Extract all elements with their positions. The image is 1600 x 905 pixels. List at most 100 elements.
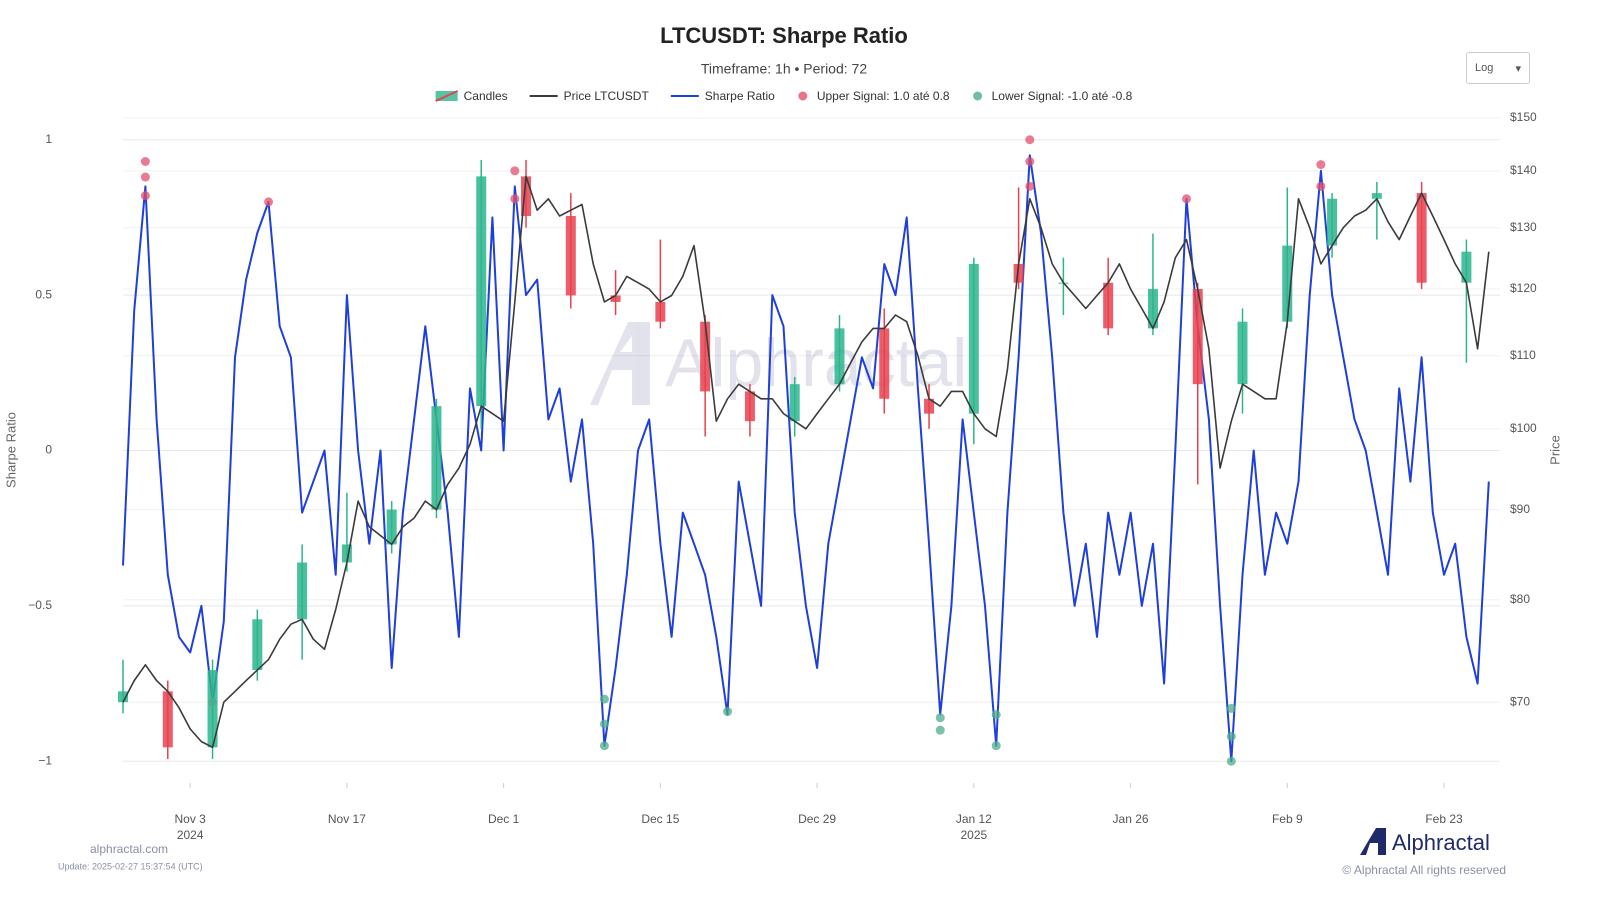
candle-body (297, 562, 308, 620)
legend-label: Lower Signal: -1.0 até -0.8 (992, 89, 1133, 103)
signal-point (1182, 194, 1192, 204)
y2-tick-label: $90 (1510, 502, 1530, 516)
candle-body (655, 301, 666, 322)
y2-tick-label: $110 (1510, 348, 1536, 362)
candle-body (610, 295, 621, 302)
site-link: alphractal.com (90, 842, 168, 856)
legend-icon (435, 90, 459, 102)
signal-point (1316, 160, 1326, 170)
y-tick-label: 0.5 (35, 287, 52, 301)
candle-body (744, 391, 755, 422)
signal-point (510, 166, 520, 176)
candle-body (968, 263, 979, 414)
signal-point (1316, 181, 1326, 191)
y-tick-label: −1 (38, 753, 52, 767)
candle-body (1282, 245, 1293, 322)
y-axis-title: Sharpe Ratio (3, 412, 18, 488)
x-tick-label: Feb 9 (1272, 812, 1303, 826)
chart-subtitle: Timeframe: 1h • Period: 72 (701, 61, 867, 77)
legend-label: Upper Signal: 1.0 até 0.8 (817, 89, 950, 103)
dropdown-arrow: ▾ (1515, 62, 1521, 75)
y2-tick-label: $130 (1510, 220, 1537, 234)
signal-point (264, 197, 274, 207)
candle-body (162, 691, 173, 748)
legend-item: Sharpe Ratio (670, 89, 775, 103)
signal-point (1025, 157, 1035, 167)
watermark-logo (590, 322, 650, 405)
candle-body (1327, 198, 1338, 246)
x-tick-label: Feb 23 (1425, 812, 1463, 826)
candle-body (1237, 321, 1248, 385)
signal-point (599, 741, 609, 751)
signal-point (1226, 703, 1236, 713)
candle-body (924, 398, 935, 414)
signal-point (1226, 756, 1236, 766)
legend-label: Candles (464, 89, 508, 103)
signal-point (1025, 181, 1035, 191)
candle-body (207, 670, 218, 748)
candle-body (1013, 263, 1024, 283)
signal-point (1226, 731, 1236, 741)
signal-point (991, 741, 1001, 751)
candle-body (386, 509, 397, 545)
candle-body (1192, 289, 1203, 385)
legend-item: Upper Signal: 1.0 até 0.8 (798, 89, 950, 103)
scale-label: Log (1475, 62, 1494, 74)
x-tick-label: Nov 3 2024 (174, 812, 206, 842)
signal-point (140, 157, 150, 167)
y2-tick-label: $80 (1510, 592, 1530, 606)
x-tick-label: Dec 29 (798, 812, 836, 826)
x-tick-label: Jan 12 2025 (956, 812, 992, 842)
candle-body (1416, 193, 1427, 283)
signal-point (1025, 135, 1035, 145)
candle-body (431, 406, 442, 510)
candle-body (1147, 289, 1158, 329)
legend-icon (973, 91, 983, 101)
candle-body (118, 691, 128, 703)
signal-point (991, 710, 1001, 720)
y2-tick-label: $100 (1510, 421, 1537, 435)
y2-tick-label: $140 (1510, 163, 1537, 177)
copyright: © Alphractal All rights reserved (1342, 863, 1506, 877)
candle-body (565, 215, 576, 296)
scale-dropdown[interactable]: Log ▾ (1466, 52, 1530, 84)
series-line (122, 154, 1490, 763)
y-tick-label: 0 (45, 443, 52, 457)
signal-point (140, 172, 150, 182)
y2-tick-label: $150 (1510, 110, 1537, 124)
signal-point (510, 194, 520, 204)
candle-body (476, 176, 487, 407)
legend-label: Sharpe Ratio (705, 89, 775, 103)
brand-name: Alphractal (1392, 830, 1490, 855)
x-tick-label: Dec 1 (488, 812, 520, 826)
signal-point (599, 719, 609, 729)
candle-body (252, 619, 263, 671)
signal-point (140, 191, 150, 201)
legend-item: Candles (435, 89, 508, 103)
y-tick-label: 1 (45, 132, 52, 146)
legend-item: Lower Signal: -1.0 até -0.8 (973, 89, 1133, 103)
update-time: Update: 2025-02-27 15:37:54 (UTC) (58, 861, 203, 871)
candle-body (1461, 251, 1472, 283)
signal-point (208, 697, 218, 707)
legend-label: Price LTCUSDT (564, 89, 650, 103)
x-tick-label: Nov 17 (328, 812, 366, 826)
candle-body (341, 544, 352, 563)
grid (123, 117, 1500, 762)
y2-tick-label: $70 (1510, 694, 1530, 708)
legend: Candles Price LTCUSDT Sharpe Ratio Upper Si… (435, 89, 1133, 103)
signal-point (599, 694, 609, 704)
signal-point (935, 725, 945, 735)
candle-body (879, 328, 890, 399)
legend-icon (798, 91, 808, 101)
signal-point (935, 713, 945, 723)
legend-item: Price LTCUSDT (529, 89, 650, 103)
brand-logo (1360, 828, 1386, 855)
chart-title: LTCUSDT: Sharpe Ratio (660, 23, 908, 48)
candle-body (521, 176, 532, 216)
y2-tick-label: $120 (1510, 281, 1537, 295)
candle-body (834, 328, 845, 385)
x-tick-label: Jan 26 (1113, 812, 1149, 826)
